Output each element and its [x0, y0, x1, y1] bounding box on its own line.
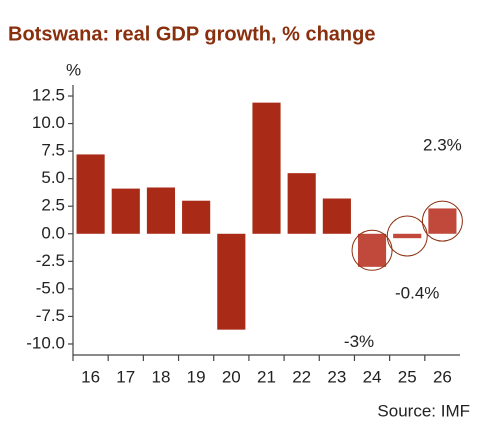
value-label: -0.4% [395, 283, 439, 302]
highlight-circle [351, 229, 393, 271]
bar [146, 187, 176, 234]
bar [322, 198, 351, 234]
x-tick-label: 21 [257, 367, 276, 386]
bar [182, 200, 211, 234]
x-tick-label: 24 [363, 367, 382, 386]
y-tick-label: 7.5 [41, 141, 65, 160]
x-tick-label: 20 [222, 367, 241, 386]
bar [393, 233, 422, 239]
y-unit: % [66, 60, 81, 79]
bar [252, 102, 281, 234]
y-tick-label: -10.0 [26, 333, 65, 352]
y-tick-label: 0.0 [41, 223, 65, 242]
y-tick-label: -2.5 [36, 251, 65, 270]
chart-title: Botswana: real GDP growth, % change [8, 23, 375, 45]
x-tick-label: 17 [116, 367, 135, 386]
x-tick-label: 18 [151, 367, 170, 386]
y-tick-label: 5.0 [41, 168, 65, 187]
highlight-circle [386, 215, 428, 257]
y-tick-label: 12.5 [32, 86, 65, 105]
bar [428, 208, 457, 234]
source: Source: IMF [377, 401, 470, 420]
y-tick-label: 10.0 [32, 113, 65, 132]
x-tick-label: 23 [327, 367, 346, 386]
x-tick-label: 22 [292, 367, 311, 386]
x-tick-label: 16 [81, 367, 100, 386]
y-tick-label: 2.5 [41, 196, 65, 215]
bar [76, 154, 105, 234]
bar [217, 233, 246, 330]
bar [111, 188, 140, 234]
bar [357, 233, 387, 267]
y-tick-label: -7.5 [36, 306, 65, 325]
x-tick-label: 26 [433, 367, 452, 386]
x-tick-label: 19 [187, 367, 206, 386]
bar [287, 173, 316, 234]
value-label: -3% [344, 332, 374, 351]
value-label: 2.3% [423, 136, 462, 155]
y-tick-label: -5.0 [36, 278, 65, 297]
highlight-circle [421, 200, 463, 242]
x-tick-label: 25 [398, 367, 417, 386]
